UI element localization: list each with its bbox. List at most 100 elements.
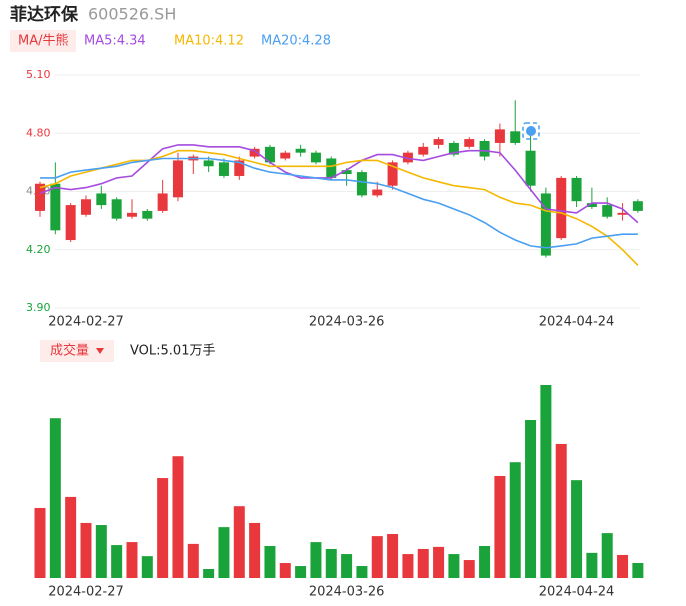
candle-body	[602, 205, 613, 217]
candle-body	[341, 170, 352, 175]
ma-button[interactable]: MA/牛熊	[18, 33, 69, 49]
volume-bar	[95, 525, 107, 578]
volume-bar	[617, 554, 629, 578]
volume-bar	[218, 527, 230, 578]
volume-bar	[632, 563, 644, 578]
candle-body	[310, 152, 321, 163]
candle-body	[571, 177, 582, 202]
volume-bar	[126, 542, 138, 578]
volume-bar	[571, 480, 583, 578]
candle-body	[586, 203, 597, 208]
candle-body	[632, 201, 643, 211]
candle-body	[50, 183, 61, 231]
volume-bar	[448, 554, 460, 578]
volume-bar	[555, 443, 567, 578]
volume-bar	[187, 543, 199, 578]
volume-bar	[540, 385, 552, 578]
x-tick-label: 2024-02-27	[48, 315, 124, 330]
y-tick-label: 4.80	[26, 126, 51, 139]
candle-body	[510, 131, 521, 143]
volume-bar	[433, 546, 445, 578]
x-tick-label: 2024-03-26	[309, 315, 385, 330]
volume-bar	[203, 569, 215, 578]
volume-bar	[586, 552, 598, 578]
volume-label: VOL:5.01万手	[130, 344, 215, 359]
candle-body	[111, 199, 122, 219]
candle-body	[494, 129, 505, 143]
stock-name: 菲达环保	[10, 4, 79, 25]
volume-bar	[111, 545, 123, 578]
dropdown-arrow[interactable]	[96, 348, 104, 354]
candle-body	[126, 212, 137, 217]
volume-bar	[402, 554, 414, 578]
marker-icon	[522, 122, 540, 140]
volume-bar	[249, 522, 261, 578]
volume-button-bg[interactable]	[40, 340, 114, 362]
plot: 5.104.804.504.203.902024-02-272024-03-26…	[26, 68, 644, 600]
candle-body	[479, 141, 490, 157]
volume-bar	[509, 462, 521, 578]
volume-bar	[279, 563, 291, 578]
candle-body	[387, 162, 398, 186]
x-tick-label: 2024-03-26	[309, 585, 385, 600]
candle-body	[172, 160, 183, 198]
volume-bar	[65, 496, 77, 578]
volume-bar	[172, 456, 184, 578]
volume-bar	[233, 506, 245, 578]
candle-body	[433, 139, 444, 145]
candle-body	[142, 210, 153, 219]
volume-bar	[34, 507, 46, 578]
candle-body	[96, 193, 107, 206]
volume-bar	[49, 418, 61, 578]
legend-entry: MA5:4.34	[84, 34, 146, 49]
candle-body	[326, 158, 337, 178]
volume-bar	[494, 475, 506, 578]
candle-body	[234, 160, 245, 176]
candle-body	[418, 146, 429, 155]
x-tick-label: 2024-02-27	[48, 585, 124, 600]
ma-button-bg[interactable]	[10, 30, 76, 52]
volume-bar	[525, 420, 537, 578]
y-tick-label: 4.20	[26, 243, 51, 256]
x-tick-label: 2024-04-24	[539, 585, 615, 600]
candle-body	[35, 183, 45, 211]
volume-bar	[417, 548, 429, 578]
y-tick-label: 5.10	[26, 68, 51, 81]
volume-bar	[264, 545, 276, 578]
volume-bar	[295, 566, 307, 578]
candle-body	[157, 193, 168, 211]
legend-entry: MA20:4.28	[261, 34, 331, 49]
y-tick-label: 3.90	[26, 301, 51, 314]
volume-bar	[341, 554, 353, 578]
candle-body	[295, 148, 306, 153]
ma-line	[39, 144, 639, 224]
volume-bar	[310, 542, 322, 578]
candle-body	[402, 152, 413, 163]
volume-bar	[141, 556, 153, 578]
candle-body	[80, 199, 91, 215]
legend-entry: MA10:4.12	[174, 34, 244, 49]
volume-bar	[601, 533, 613, 578]
volume-bar	[356, 566, 368, 578]
ma-line	[40, 157, 638, 249]
x-tick-label: 2024-04-24	[539, 315, 615, 330]
candle-body	[65, 205, 76, 241]
stock-code: 600526.SH	[88, 5, 176, 24]
candle-body	[249, 148, 260, 157]
candle-body	[280, 152, 291, 159]
volume-bar	[325, 548, 337, 578]
volume-bar	[157, 478, 169, 578]
candle-body	[264, 146, 275, 163]
volume-bar	[371, 536, 383, 578]
volume-bar	[80, 522, 92, 578]
candle-body	[448, 142, 459, 155]
candle-body	[556, 177, 567, 239]
candle-body	[218, 162, 229, 176]
candle-body	[540, 193, 551, 256]
volume-bar	[463, 560, 475, 578]
volume-bar	[479, 545, 491, 578]
candle-body	[372, 189, 383, 196]
volume-button[interactable]: 成交量	[50, 343, 89, 359]
candle-body	[617, 212, 628, 215]
